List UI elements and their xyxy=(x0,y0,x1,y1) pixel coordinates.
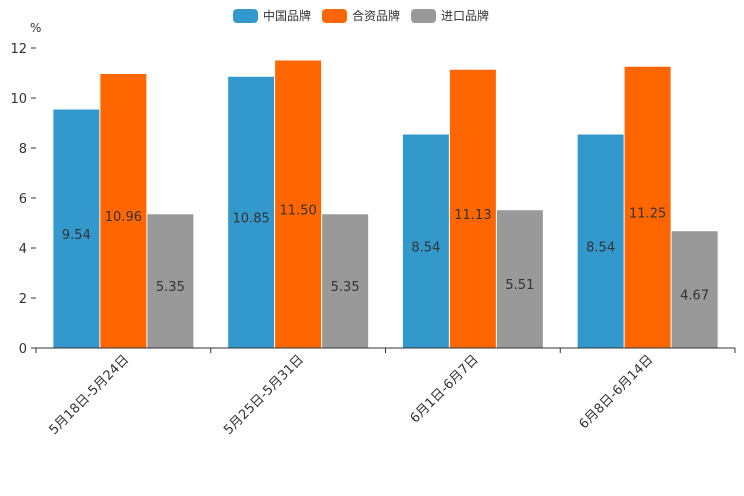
data-label: 9.54 xyxy=(62,228,91,243)
bar xyxy=(577,134,624,348)
legend-item-imported-brand[interactable]: 进口品牌 xyxy=(411,7,489,24)
bar xyxy=(275,60,322,348)
bar xyxy=(53,109,100,348)
data-label: 5.51 xyxy=(505,278,534,293)
y-axis-unit-label: % xyxy=(30,21,42,35)
x-tick-label: 5月18日-5月24日 xyxy=(46,352,132,438)
bar xyxy=(228,76,275,348)
bar xyxy=(449,69,496,348)
data-label: 11.50 xyxy=(280,203,317,218)
legend-item-china-brand[interactable]: 中国品牌 xyxy=(233,7,311,24)
legend-label-china-brand: 中国品牌 xyxy=(263,9,312,23)
x-tick-label: 6月8日-6月14日 xyxy=(577,352,657,432)
y-tick-label: 10 xyxy=(10,92,27,107)
data-label: 10.85 xyxy=(233,211,270,226)
bar xyxy=(100,74,147,348)
x-tick-label: 5月25日-5月31日 xyxy=(221,352,307,438)
legend-label-joint-venture-brand: 合资品牌 xyxy=(352,9,401,23)
data-label: 11.13 xyxy=(454,208,491,223)
bar xyxy=(496,210,543,348)
bar xyxy=(671,231,718,348)
data-label: 8.54 xyxy=(586,240,615,255)
bar xyxy=(624,66,671,348)
data-label: 5.35 xyxy=(156,280,185,295)
y-tick-label: 6 xyxy=(19,192,27,207)
data-label: 4.67 xyxy=(680,289,709,304)
data-label: 11.25 xyxy=(629,206,666,221)
data-label: 10.96 xyxy=(105,210,142,225)
y-tick-label: 0 xyxy=(19,342,27,357)
y-tick-label: 8 xyxy=(19,142,27,157)
legend-swatch-imported-brand xyxy=(411,8,437,23)
bar xyxy=(322,214,369,348)
x-tick-label: 6月1日-6月7日 xyxy=(408,352,482,426)
data-label: 8.54 xyxy=(411,240,440,255)
bar xyxy=(402,134,449,348)
legend-swatch-joint-venture-brand xyxy=(322,8,348,23)
legend-item-joint-venture-brand[interactable]: 合资品牌 xyxy=(322,7,400,24)
y-tick-label: 4 xyxy=(19,242,27,257)
legend-label-imported-brand: 进口品牌 xyxy=(441,9,490,23)
y-tick-label: 12 xyxy=(10,42,27,57)
chart-legend: 中国品牌 合资品牌 进口品牌 xyxy=(233,7,500,24)
data-label: 5.35 xyxy=(331,280,360,295)
bar xyxy=(147,214,194,348)
y-tick-label: 2 xyxy=(19,292,27,307)
legend-swatch-china-brand xyxy=(233,8,258,23)
